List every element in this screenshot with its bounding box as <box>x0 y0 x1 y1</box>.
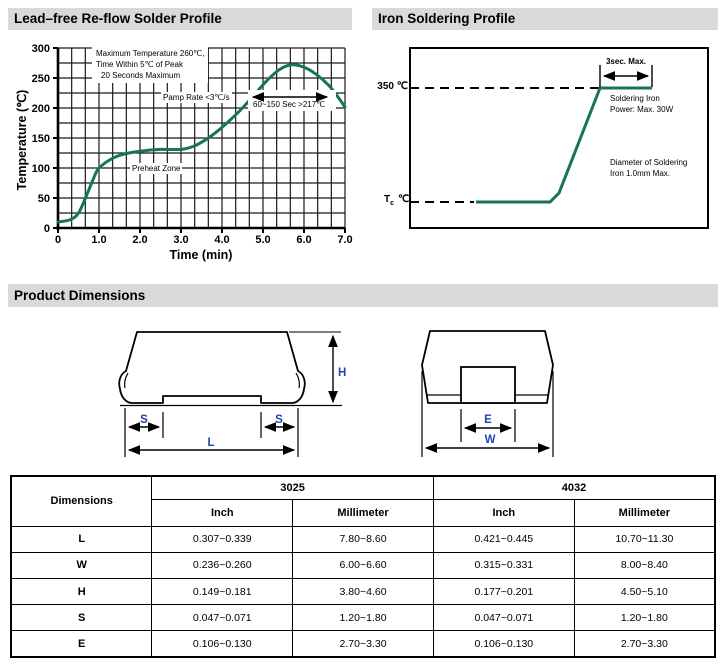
max-temp-line2: Time Within 5℃ of Peak <box>96 60 183 69</box>
table-row-W: W 0.236~0.260 6.00~6.60 0.315~0.331 8.00… <box>10 551 716 580</box>
cell: 0.177~0.201 <box>432 578 575 606</box>
preheat-zone-annotation: Preheat Zone <box>130 163 183 174</box>
cell: 8.00~8.40 <box>573 551 716 580</box>
cell: 1.20~1.80 <box>292 604 434 632</box>
power-line2: Power: Max. 30W <box>610 105 674 114</box>
row-label: W <box>10 551 153 580</box>
row-label: S <box>10 604 153 632</box>
h-dimension-label: H <box>338 367 346 379</box>
y-tick-label: 100 <box>32 163 50 175</box>
table-row-S: S 0.047~0.071 1.20~1.80 0.047~0.071 1.20… <box>10 604 716 632</box>
package-side-view-diagram: H S S L <box>95 316 350 476</box>
x-tick-label: 3.0 <box>173 234 188 246</box>
table-group-4032: 4032 <box>432 475 716 500</box>
iron-diameter-annotation: Diameter of Soldering Iron 1.0mm Max. <box>610 157 687 179</box>
diam-line1: Diameter of Soldering <box>610 158 688 167</box>
y-tick-label: 0 <box>44 223 50 235</box>
time-above-liquidus-annotation: 60~150 Sec >217℃ <box>253 100 326 109</box>
cell: 3.80~4.60 <box>292 578 434 606</box>
cell: 2.70~3.30 <box>292 630 434 658</box>
iron-chart-svg <box>409 47 709 229</box>
iron-power-annotation: Soldering Iron Power: Max. 30W <box>610 93 673 115</box>
tc-main: T <box>384 194 391 205</box>
iron-chart-frame <box>409 47 709 229</box>
ramp-rate-annotation: Pamp Rate <3℃/s <box>161 92 232 103</box>
table-corner-header: Dimensions <box>10 475 153 527</box>
cell: 4.50~5.10 <box>573 578 716 606</box>
x-tick-label: 2.0 <box>132 234 147 246</box>
row-label: L <box>10 525 153 553</box>
diam-line2: Iron 1.0mm Max. <box>610 169 671 178</box>
level-tc-label: Tc ℃ <box>384 194 409 207</box>
reflow-axes: 0 1.0 2.0 3.0 4.0 5.0 6.0 7.0 0 50 100 150 200 250 300 <box>32 43 353 246</box>
x-tick-label: 7.0 <box>337 234 352 246</box>
iron-section-title: Iron Soldering Profile <box>372 8 718 30</box>
dimensions-table: Dimensions 3025 4032 Inch Millimeter Inc… <box>10 475 716 658</box>
col-header-4032-inch: Inch <box>432 498 575 527</box>
side-view-svg: H S S L <box>118 331 346 457</box>
y-tick-label: 200 <box>32 103 50 115</box>
component-body-outline <box>118 331 306 404</box>
cell: 0.106~0.130 <box>151 630 294 658</box>
dimensions-section-title: Product Dimensions <box>8 284 718 307</box>
y-tick-label: 250 <box>32 73 50 85</box>
end-view-svg: E W <box>421 330 554 457</box>
col-header-3025-inch: Inch <box>151 498 294 527</box>
cell: 0.307~0.339 <box>151 525 294 553</box>
iron-temperature-curve <box>476 86 652 204</box>
right-terminal-inner-edge <box>295 372 300 389</box>
cell: 0.047~0.071 <box>151 604 294 632</box>
max-temp-line1: Maximum Temperature 260℃, <box>96 49 205 58</box>
x-tick-label: 6.0 <box>296 234 311 246</box>
x-tick-label: 4.0 <box>214 234 229 246</box>
terminal-face <box>460 366 516 404</box>
cell: 0.236~0.260 <box>151 551 294 580</box>
left-terminal-inner-edge <box>124 372 129 389</box>
cell: 0.047~0.071 <box>432 604 575 632</box>
cell: 1.20~1.80 <box>573 604 716 632</box>
reflow-profile-chart: 0 1.0 2.0 3.0 4.0 5.0 6.0 7.0 0 50 100 150 200 250 300… <box>8 36 358 271</box>
x-tick-label: 1.0 <box>91 234 106 246</box>
s-dimension-label-left: S <box>140 414 148 426</box>
s-dimension-label-right: S <box>275 414 283 426</box>
e-dimension-label: E <box>484 414 492 426</box>
package-end-view-diagram: E W <box>395 316 575 476</box>
cell: 10.70~11.30 <box>573 525 716 553</box>
cell: 6.00~6.60 <box>292 551 434 580</box>
cell: 0.106~0.130 <box>432 630 575 658</box>
y-tick-label: 50 <box>38 193 50 205</box>
y-axis-title: Temperature (℃) <box>15 90 29 191</box>
table-row-H: H 0.149~0.181 3.80~4.60 0.177~0.201 4.50… <box>10 578 716 606</box>
reflow-section-title: Lead–free Re-flow Solder Profile <box>8 8 352 30</box>
row-label: E <box>10 630 153 658</box>
x-tick-label: 0 <box>55 234 61 246</box>
w-dimension-label: W <box>485 434 496 446</box>
tc-sub: c <box>390 200 395 207</box>
l-dimension-label: L <box>207 437 214 449</box>
col-header-4032-mm: Millimeter <box>573 498 716 527</box>
tc-unit: ℃ <box>398 194 410 205</box>
reflow-temperature-curve <box>56 63 347 224</box>
table-row-L: L 0.307~0.339 7.80~8.60 0.421~0.445 10.7… <box>10 525 716 553</box>
row-label: H <box>10 578 153 606</box>
col-header-3025-mm: Millimeter <box>292 498 434 527</box>
y-tick-label: 150 <box>32 133 50 145</box>
x-axis-title: Time (min) <box>170 248 233 262</box>
cell: 7.80~8.60 <box>292 525 434 553</box>
cell: 0.149~0.181 <box>151 578 294 606</box>
table-row-E: E 0.106~0.130 2.70~3.30 0.106~0.130 2.70… <box>10 630 716 658</box>
level-350c-label: 350 ℃ <box>377 81 408 92</box>
iron-profile-chart: 350 ℃ Tc ℃ 3sec. Max. Soldering Iron Powe… <box>372 36 722 236</box>
cell: 2.70~3.30 <box>573 630 716 658</box>
y-tick-label: 300 <box>32 43 50 55</box>
max-temp-line3: 20 Seconds Maximum <box>101 71 181 80</box>
cell: 0.421~0.445 <box>432 525 575 553</box>
max-temp-annotation: Maximum Temperature 260℃, Time Within 5℃… <box>92 46 209 83</box>
table-group-3025: 3025 <box>151 475 434 500</box>
power-line1: Soldering Iron <box>610 94 660 103</box>
x-tick-label: 5.0 <box>255 234 270 246</box>
hold-time-annotation: 3sec. Max. <box>605 57 647 66</box>
cell: 0.315~0.331 <box>432 551 575 580</box>
